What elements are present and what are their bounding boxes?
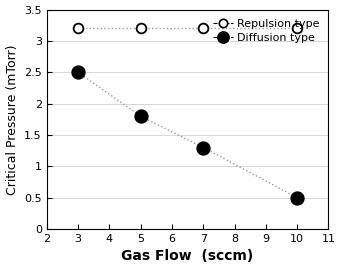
X-axis label: Gas Flow  (sccm): Gas Flow (sccm): [121, 249, 254, 263]
Y-axis label: Critical Pressure (mTorr): Critical Pressure (mTorr): [5, 44, 18, 194]
Legend: Repulsion type, Diffusion type: Repulsion type, Diffusion type: [209, 15, 323, 47]
